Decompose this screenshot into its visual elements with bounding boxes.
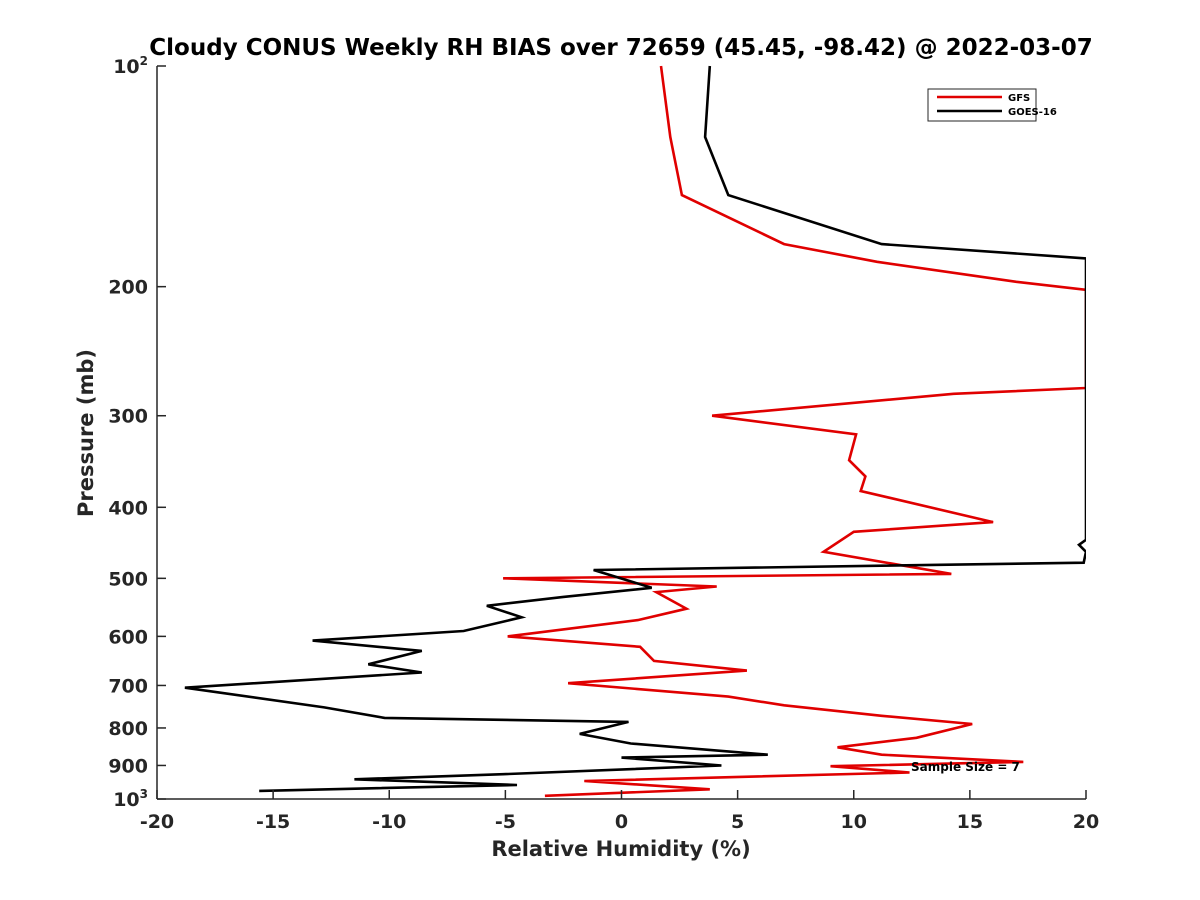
x-tick-label: 15 [957,811,983,833]
y-tick-label: 103 [113,787,148,811]
x-tick-label: 0 [615,811,628,833]
y-tick-label: 400 [108,497,148,519]
x-ticks: -20 -15 -10 -5 0 5 10 15 20 [140,790,1099,833]
y-tick-label: 300 [108,406,148,428]
legend-label-gfs: GFS [1008,93,1030,104]
plot-area [157,66,1086,799]
series-line-goes16 [184,65,1086,793]
chart-title: Cloudy CONUS Weekly RH BIAS over 72659 (… [149,35,1092,61]
y-tick-label: 102 [113,54,148,78]
sample-size-annotation: Sample Size = 7 [911,760,1020,774]
y-tick-label: 600 [108,626,148,648]
legend: GFS GOES-16 [927,88,1057,122]
x-tick-label: -20 [140,811,174,833]
y-axis-label: Pressure (mb) [74,349,98,517]
y-tick-label: 500 [108,568,148,590]
x-tick-label: 10 [841,811,867,833]
legend-label-goes16: GOES-16 [1008,107,1057,118]
legend-box [927,88,1037,122]
y-tick-label: 800 [108,718,148,740]
x-tick-label: -15 [256,811,290,833]
x-tick-label: -10 [372,811,406,833]
series-line-gfs [503,65,1086,798]
x-tick-label: -5 [495,811,516,833]
x-tick-label: 5 [731,811,744,833]
x-tick-label: 20 [1073,811,1099,833]
series-layer [184,65,1086,798]
y-tick-label: 200 [108,277,148,299]
x-axis-label: Relative Humidity (%) [491,837,750,861]
y-tick-label: 700 [108,675,148,697]
y-ticks: 102 200 300 400 500 600 700 800 900 103 [108,54,166,811]
y-tick-label: 900 [108,755,148,777]
